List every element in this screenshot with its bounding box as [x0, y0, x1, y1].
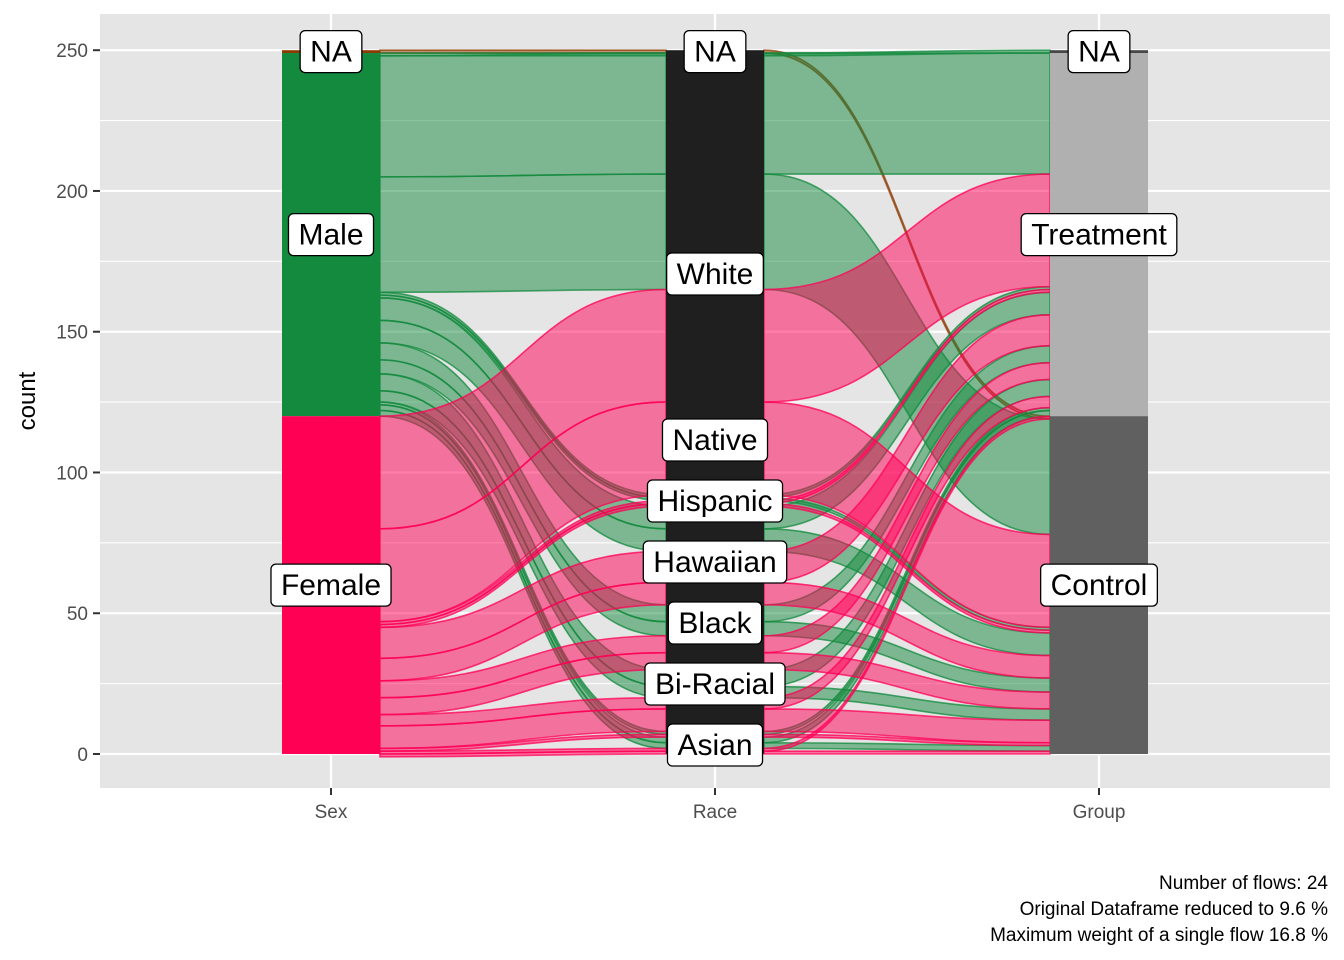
x-tick-label-race: Race — [693, 802, 737, 823]
flow-male-white-treatment-right — [763, 52, 1051, 175]
label-text: Hispanic — [657, 485, 772, 518]
y-tick-label-200: 200 — [56, 182, 88, 203]
axes: 0 50 100 150 200 250 Sex Race Group — [56, 41, 1125, 823]
stratum-label-race-asian: Asian — [666, 723, 764, 767]
label-text: Treatment — [1031, 219, 1167, 252]
label-text: Control — [1051, 569, 1148, 602]
label-box — [666, 252, 764, 296]
stratum-label-race-hispanic: Hispanic — [646, 479, 784, 523]
stratum-labels: Female Male NA Asian Bi-Racial Black Hawaiian H… — [270, 29, 1178, 767]
flow-female-asian-control-right — [763, 750, 1051, 755]
label-text: NA — [694, 36, 736, 69]
label-box — [1020, 212, 1178, 257]
stratum-label-group-treatment: Treatment — [1020, 212, 1178, 257]
label-box — [287, 212, 375, 257]
label-box — [666, 723, 764, 767]
flows — [379, 49, 1051, 758]
label-box — [1039, 563, 1159, 607]
flow-male-white-control-left — [379, 173, 667, 294]
x-tick-label-sex: Sex — [315, 802, 348, 823]
label-text: Asian — [677, 729, 752, 762]
label-text: Hawaiian — [653, 546, 776, 579]
label-box — [646, 479, 784, 523]
label-box — [661, 418, 769, 462]
label-box — [642, 540, 788, 584]
stratum-label-race-native: Native — [661, 418, 769, 462]
y-tick-label-150: 150 — [56, 323, 88, 344]
label-box — [1067, 29, 1131, 74]
stratum-label-sex-female: Female — [270, 563, 392, 607]
flow-male-white-treatment-left — [379, 52, 667, 178]
label-text: NA — [1078, 36, 1120, 69]
y-axis-title: count — [14, 371, 41, 430]
stratum-label-group-na: NA — [1067, 29, 1131, 74]
label-text: Native — [672, 424, 757, 457]
label-text: NA — [310, 36, 352, 69]
label-text: Black — [678, 607, 752, 640]
x-tick-label-group: Group — [1073, 802, 1126, 823]
stratum-label-race-black: Black — [667, 601, 763, 645]
y-tick-label-250: 250 — [56, 41, 88, 62]
stratum-label-group-control: Control — [1039, 563, 1159, 607]
label-text: White — [677, 258, 754, 291]
stratum-label-race-na: NA — [683, 29, 747, 74]
label-text: Female — [281, 569, 381, 602]
label-text: Bi-Racial — [655, 668, 775, 701]
caption-flows: Number of flows: 24 — [1159, 873, 1328, 894]
label-box — [667, 601, 763, 645]
label-box — [270, 563, 392, 607]
caption-reduction: Original Dataframe reduced to 9.6 % — [1020, 899, 1328, 920]
label-text: Male — [298, 219, 363, 252]
label-box — [299, 29, 363, 74]
stratum-label-race-white: White — [666, 252, 764, 296]
label-box — [644, 662, 786, 706]
caption-max-weight: Maximum weight of a single flow 16.8 % — [990, 925, 1328, 946]
stratum-label-sex-male: Male — [287, 212, 375, 257]
y-tick-label-50: 50 — [67, 604, 88, 625]
y-tick-label-0: 0 — [77, 745, 88, 766]
y-tick-label-100: 100 — [56, 463, 88, 484]
label-box — [683, 29, 747, 74]
stratum-label-race-bi-racial: Bi-Racial — [644, 662, 786, 706]
stratum-label-race-hawaiian: Hawaiian — [642, 540, 788, 584]
stratum-label-sex-na: NA — [299, 29, 363, 74]
